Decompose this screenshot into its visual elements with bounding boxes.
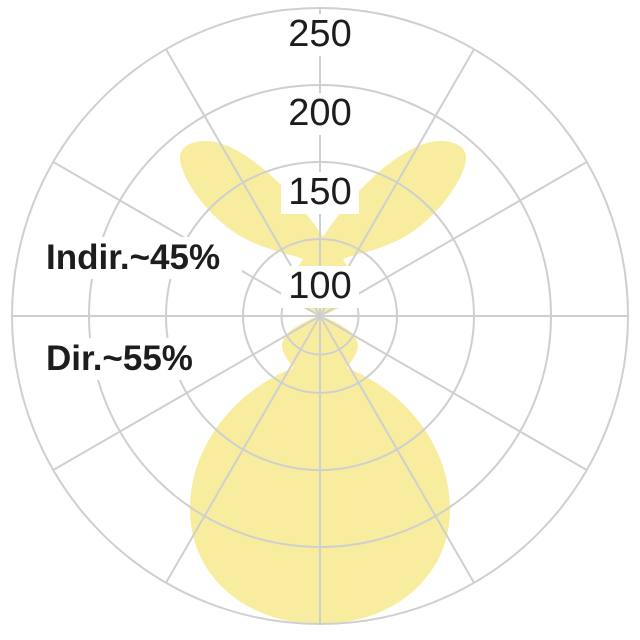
direct-label: Dir.~55% (46, 339, 193, 378)
ring-label: 150 (288, 171, 351, 213)
indirect-label: Indir.~45% (46, 238, 220, 277)
polar-chart: 100 150 200 250 Indir.~45% Dir.~55% (0, 0, 640, 640)
ring-label: 250 (288, 13, 351, 55)
ring-label: 100 (288, 265, 351, 307)
ring-label: 200 (288, 92, 351, 134)
